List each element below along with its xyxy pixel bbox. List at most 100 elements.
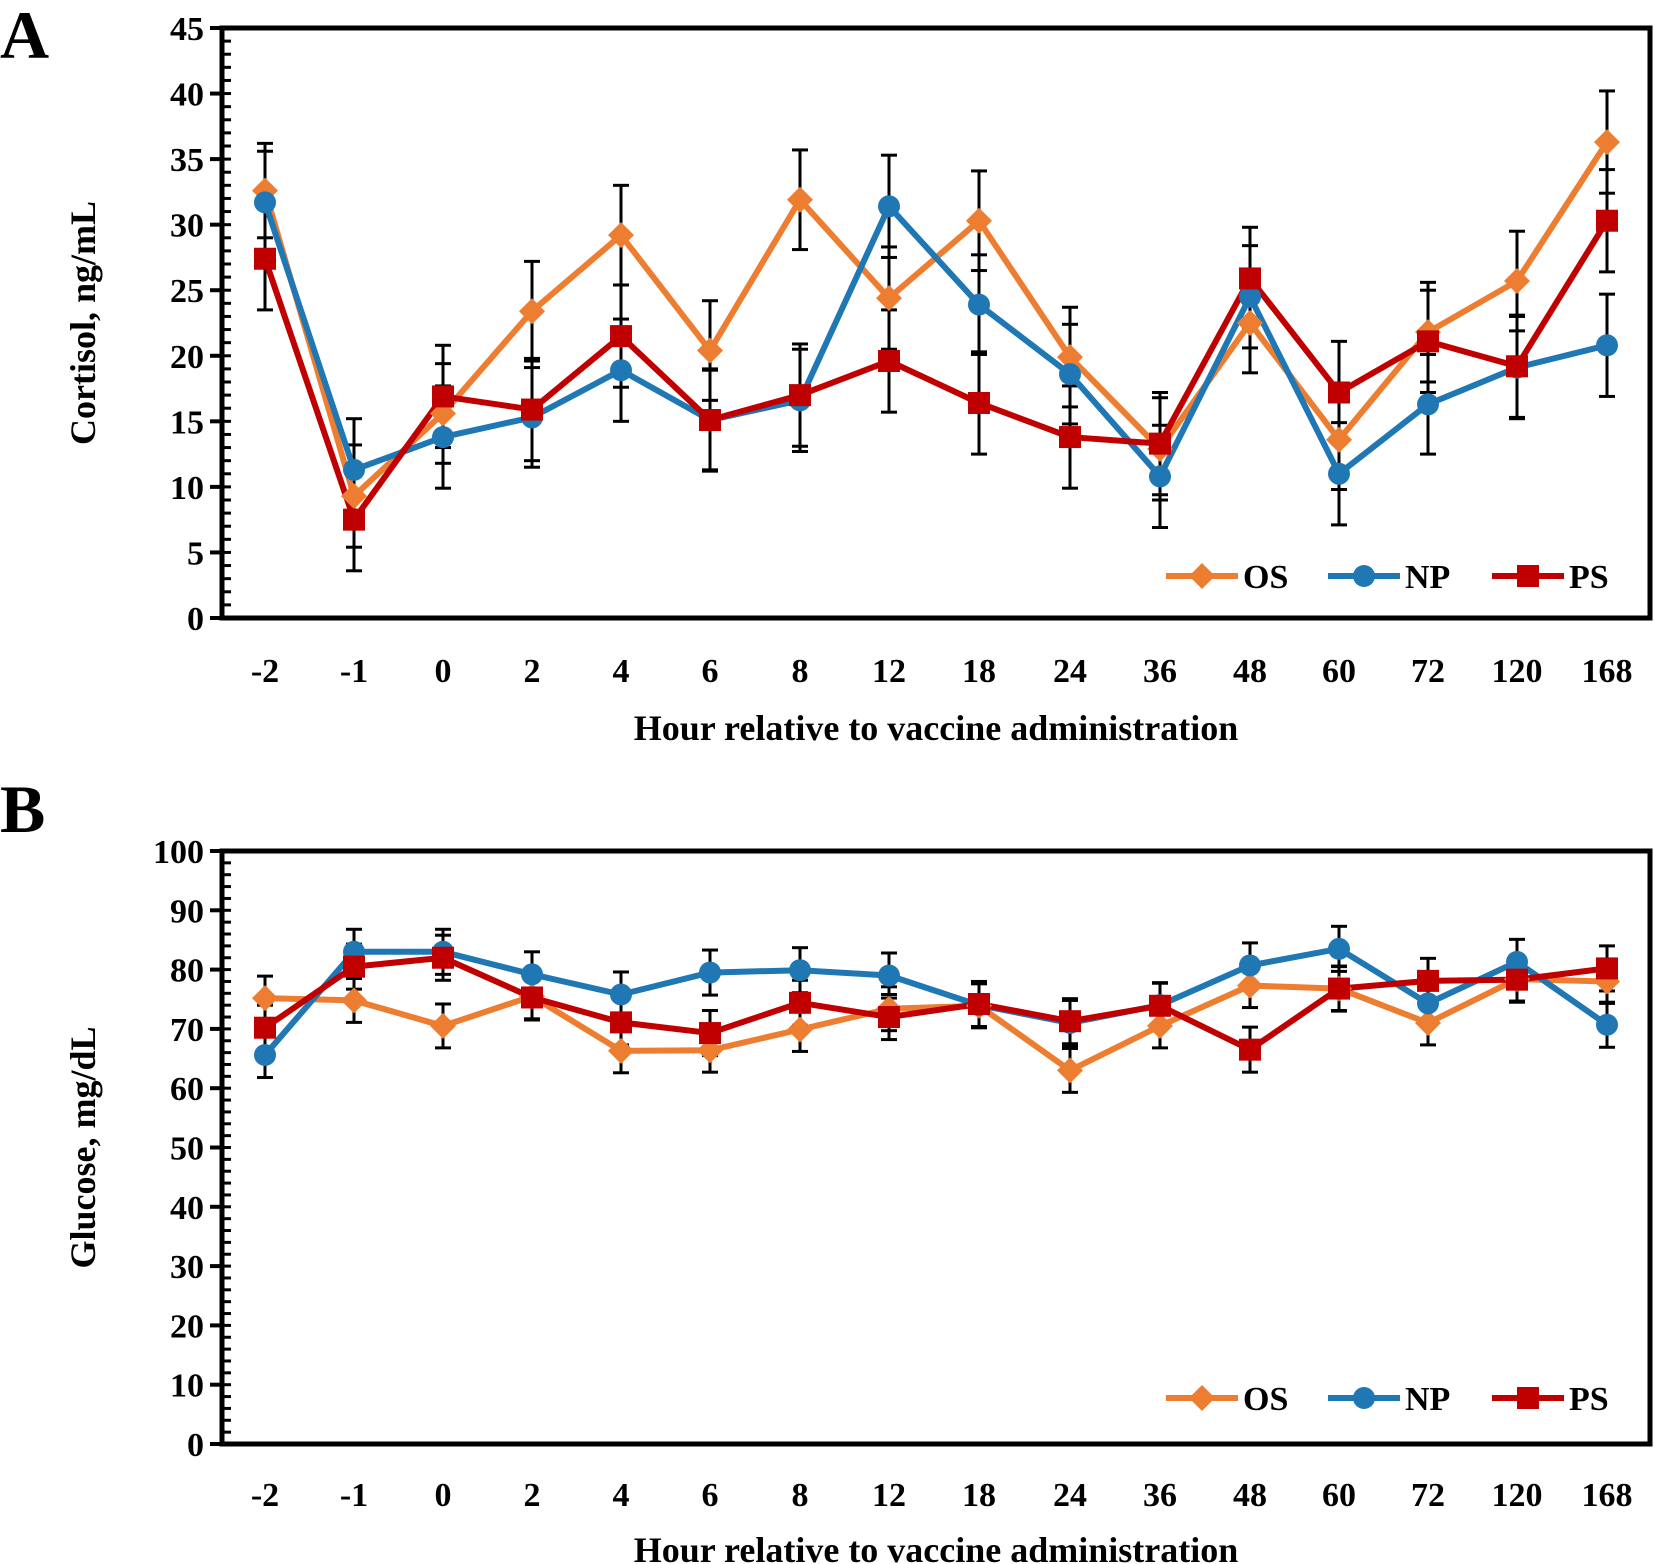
panel-a-x-tick-label: 168: [1582, 653, 1633, 690]
panel-b-y-tick-label: 50: [170, 1131, 204, 1168]
panel-a-np-point: [1596, 334, 1618, 357]
panel-a-np-point: [1328, 462, 1350, 485]
panel-a-y-tick-label: 40: [170, 77, 204, 114]
panel-b-np-point: [610, 983, 632, 1006]
panel-a-y-tick-label: 45: [170, 11, 204, 48]
panel-b-ps-point: [1596, 957, 1618, 980]
panel-a-y-tick-label: 0: [187, 601, 204, 638]
panel-b-legend-label: NP: [1405, 1381, 1450, 1418]
panel-a-np-point: [1059, 363, 1081, 386]
panel-b-np-point: [1239, 954, 1261, 977]
panel-b-legend-swatch-marker: [1189, 1385, 1215, 1411]
panel-a-y-axis-title: Cortisol, ng/mL: [63, 201, 103, 445]
panel-b-x-tick-label: 72: [1411, 1477, 1445, 1514]
panel-a-x-tick-label: 0: [435, 653, 452, 690]
panel-a-x-tick-label: 4: [613, 653, 630, 690]
panel-b-np-point: [789, 959, 811, 982]
panel-b-x-tick-label: 2: [524, 1477, 541, 1514]
panel-a-series-os: [257, 89, 1615, 549]
panel-a-ps-point: [521, 398, 543, 421]
panel-a-ps-point: [432, 385, 454, 408]
panel-a-x-tick-label: 60: [1322, 653, 1356, 690]
panel-a-x-tick-label: 8: [792, 653, 809, 690]
panel-a-legend: OS NP PS: [1166, 559, 1609, 596]
panel-a-np-point: [343, 458, 365, 481]
panel-b-y-tick-label: 60: [170, 1071, 204, 1108]
panel-b-np-point: [1596, 1013, 1618, 1036]
panel-a-ps-point: [610, 325, 632, 348]
panel-a-ps-point: [699, 409, 721, 432]
panel-b-x-tick-label: 18: [962, 1477, 996, 1514]
panel-a-os-point: [1326, 426, 1352, 453]
panel-b-ps-point: [1328, 977, 1350, 1000]
panel-a-letter: A: [0, 0, 49, 73]
panel-b-np-point: [1328, 937, 1350, 960]
panel-b-np-point: [254, 1043, 276, 1066]
panel-b-ps-point: [254, 1016, 276, 1039]
panel-a-x-tick-label: 36: [1143, 653, 1177, 690]
panel-a-ps-point: [1328, 381, 1350, 404]
panel-a-np-point: [610, 359, 632, 382]
panel-a-np-point: [968, 293, 990, 316]
panel-b-os-line: [264, 976, 1608, 1074]
panel-a-x-tick-label: 12: [872, 653, 906, 690]
panel-b-y-tick-label: 90: [170, 893, 204, 930]
panel-a-legend-swatch-marker: [1517, 565, 1539, 587]
panel-a-np-point: [1417, 393, 1439, 416]
panel-a-x-tick-label: 120: [1492, 653, 1543, 690]
panel-b-ps-point: [1059, 1010, 1081, 1033]
panel-a-os-point: [608, 222, 634, 249]
panel-a-y-tick-label: 35: [170, 142, 204, 179]
panel-a-x-tick-label: 48: [1233, 653, 1267, 690]
panel-a-legend-swatch-marker: [1189, 563, 1215, 589]
panel-b-os-point: [252, 985, 278, 1012]
panel-a-y-tick-label: 10: [170, 470, 204, 507]
panel-b-ps-point: [968, 992, 990, 1015]
panel-a-np-line: [262, 201, 1608, 480]
panel-a-os-point: [1057, 344, 1083, 371]
panel-a-ps-point: [1239, 267, 1261, 290]
panel-a-ps-point: [878, 350, 900, 373]
panel-b-letter: B: [0, 771, 45, 847]
panel-a-ps-point: [1506, 355, 1528, 378]
panel-b-os-point: [1237, 972, 1263, 999]
panel-a-plot-frame: [219, 25, 1653, 621]
panel-b-os-point: [608, 1037, 634, 1064]
panel-b-y-tick-label: 10: [170, 1368, 204, 1405]
panel-b-legend-swatch-marker: [1353, 1387, 1375, 1409]
panel-a-x-tick-label: 18: [962, 653, 996, 690]
panel-a-y-tick-label: 25: [170, 273, 204, 310]
panel-b-plot-frame: [219, 848, 1653, 1447]
panel-a-y-tick-label: 20: [170, 339, 204, 376]
panel-a-os-line: [262, 140, 1610, 500]
panel-a-ps-point: [254, 247, 276, 270]
panel-b-os-point: [787, 1016, 813, 1043]
panel-a-np-point: [1239, 285, 1261, 308]
panel-a-ps-line: [262, 219, 1610, 523]
panel-b-x-tick-label: 48: [1233, 1477, 1267, 1514]
panel-b-x-tick-label: 24: [1053, 1477, 1087, 1514]
panel-a-os-point: [1504, 268, 1530, 295]
panel-b-y-tick-label: 70: [170, 1012, 204, 1049]
panel-a-series-np: [257, 149, 1615, 530]
panel-a-os-point: [966, 207, 992, 234]
panel-b-x-axis-title: Hour relative to vaccine administration: [634, 1530, 1239, 1564]
panel-b-x-tick-label: 60: [1322, 1477, 1356, 1514]
panel-a-ps-point: [789, 384, 811, 407]
panel-b-ps-point: [1149, 994, 1171, 1017]
panel-b-x-tick-label: 6: [702, 1477, 719, 1514]
panel-a-os-point: [876, 285, 902, 312]
panel-a-y-tick-label: 15: [170, 404, 204, 441]
panel-a-os-point: [519, 298, 545, 325]
panel-a-legend-label: PS: [1569, 559, 1609, 596]
panel-b-x-tick-label: -1: [340, 1477, 368, 1514]
panel-b-x-tick-label: 120: [1492, 1477, 1543, 1514]
panel-a-x-tick-label: 6: [702, 653, 719, 690]
panel-b-ps-point: [343, 955, 365, 978]
panel-a-x-tick-label: 24: [1053, 653, 1087, 690]
panel-a-x-tick-label: 2: [524, 653, 541, 690]
panel-a-series-ps: [257, 168, 1615, 573]
panel-b-legend-label: OS: [1243, 1381, 1288, 1418]
